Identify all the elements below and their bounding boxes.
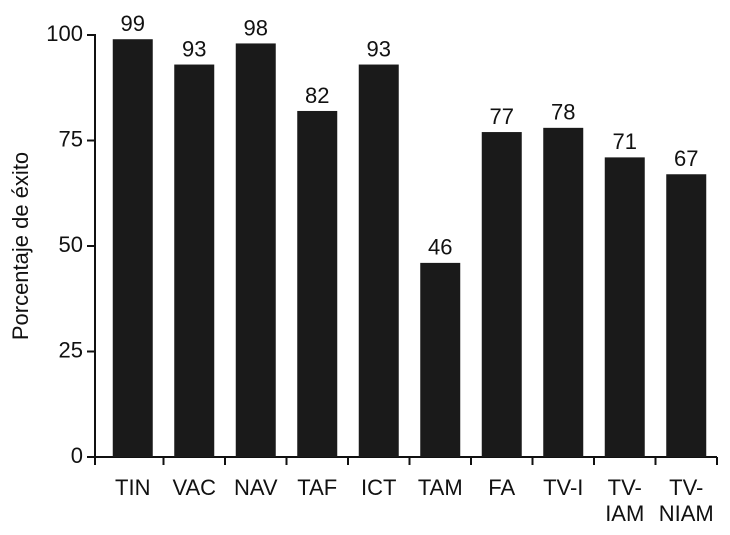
value-label: 98 bbox=[244, 15, 268, 40]
value-label: 67 bbox=[674, 146, 698, 171]
value-label: 78 bbox=[551, 100, 575, 125]
x-tick-label: TV-I bbox=[543, 475, 583, 500]
x-tick-label: TV-NIAM bbox=[659, 475, 714, 526]
bar bbox=[543, 127, 584, 457]
x-tick-label: NAV bbox=[234, 475, 278, 500]
x-tick-label: ICT bbox=[361, 475, 396, 500]
value-label: 77 bbox=[490, 104, 514, 129]
bar bbox=[358, 64, 399, 457]
bar bbox=[666, 174, 707, 457]
value-label: 46 bbox=[428, 235, 452, 260]
value-label: 82 bbox=[305, 83, 329, 108]
x-tick-label: TIN bbox=[115, 475, 150, 500]
bar bbox=[481, 132, 522, 457]
value-label: 93 bbox=[367, 36, 391, 61]
bar bbox=[112, 39, 153, 457]
value-label: 99 bbox=[121, 11, 145, 36]
y-tick-label: 0 bbox=[71, 443, 83, 468]
y-tick-label: 50 bbox=[59, 232, 83, 257]
bar bbox=[174, 64, 215, 457]
y-tick-label: 75 bbox=[59, 126, 83, 151]
bar bbox=[420, 262, 461, 457]
bar bbox=[297, 110, 338, 458]
x-tick-label: FA bbox=[488, 475, 515, 500]
y-tick-label: 25 bbox=[59, 337, 83, 362]
value-label: 71 bbox=[613, 129, 637, 154]
x-tick-label: TAF bbox=[297, 475, 337, 500]
y-tick-label: 100 bbox=[46, 21, 83, 46]
value-label: 93 bbox=[182, 36, 206, 61]
y-axis-label: Porcentaje de éxito bbox=[8, 152, 33, 340]
bar bbox=[235, 43, 276, 457]
bar bbox=[604, 157, 645, 457]
x-tick-label: TAM bbox=[418, 475, 463, 500]
x-tick-label: TV-IAM bbox=[605, 475, 644, 526]
x-tick-label: VAC bbox=[172, 475, 216, 500]
